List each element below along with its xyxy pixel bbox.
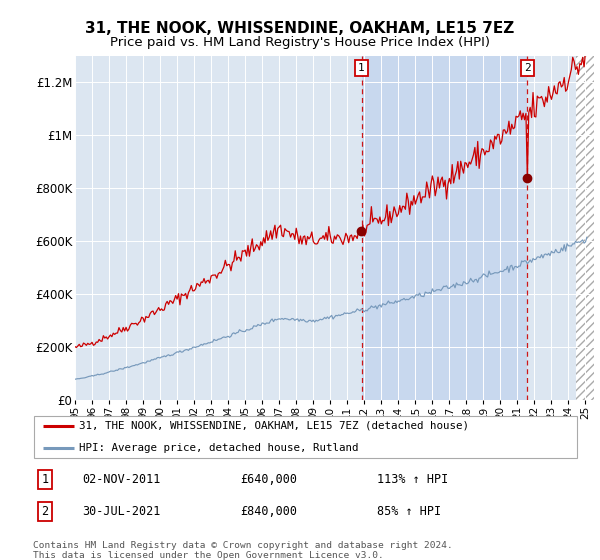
Text: £840,000: £840,000: [241, 505, 298, 519]
Text: HPI: Average price, detached house, Rutland: HPI: Average price, detached house, Rutl…: [79, 443, 359, 453]
Text: Price paid vs. HM Land Registry's House Price Index (HPI): Price paid vs. HM Land Registry's House …: [110, 36, 490, 49]
Text: This data is licensed under the Open Government Licence v3.0.: This data is licensed under the Open Gov…: [33, 551, 384, 560]
Text: 02-NOV-2011: 02-NOV-2011: [82, 473, 161, 487]
Text: 2: 2: [524, 63, 530, 73]
Text: 1: 1: [41, 473, 49, 487]
Text: 30-JUL-2021: 30-JUL-2021: [82, 505, 161, 519]
Text: 2: 2: [41, 505, 49, 519]
Bar: [362, 56, 527, 400]
Text: £640,000: £640,000: [241, 473, 298, 487]
Text: 1: 1: [358, 63, 365, 73]
Text: Contains HM Land Registry data © Crown copyright and database right 2024.: Contains HM Land Registry data © Crown c…: [33, 541, 453, 550]
Text: 85% ↑ HPI: 85% ↑ HPI: [377, 505, 441, 519]
FancyBboxPatch shape: [34, 416, 577, 459]
Text: 113% ↑ HPI: 113% ↑ HPI: [377, 473, 448, 487]
Text: 31, THE NOOK, WHISSENDINE, OAKHAM, LE15 7EZ (detached house): 31, THE NOOK, WHISSENDINE, OAKHAM, LE15 …: [79, 421, 469, 431]
Bar: [575, 56, 600, 400]
Text: 31, THE NOOK, WHISSENDINE, OAKHAM, LE15 7EZ: 31, THE NOOK, WHISSENDINE, OAKHAM, LE15 …: [85, 21, 515, 36]
